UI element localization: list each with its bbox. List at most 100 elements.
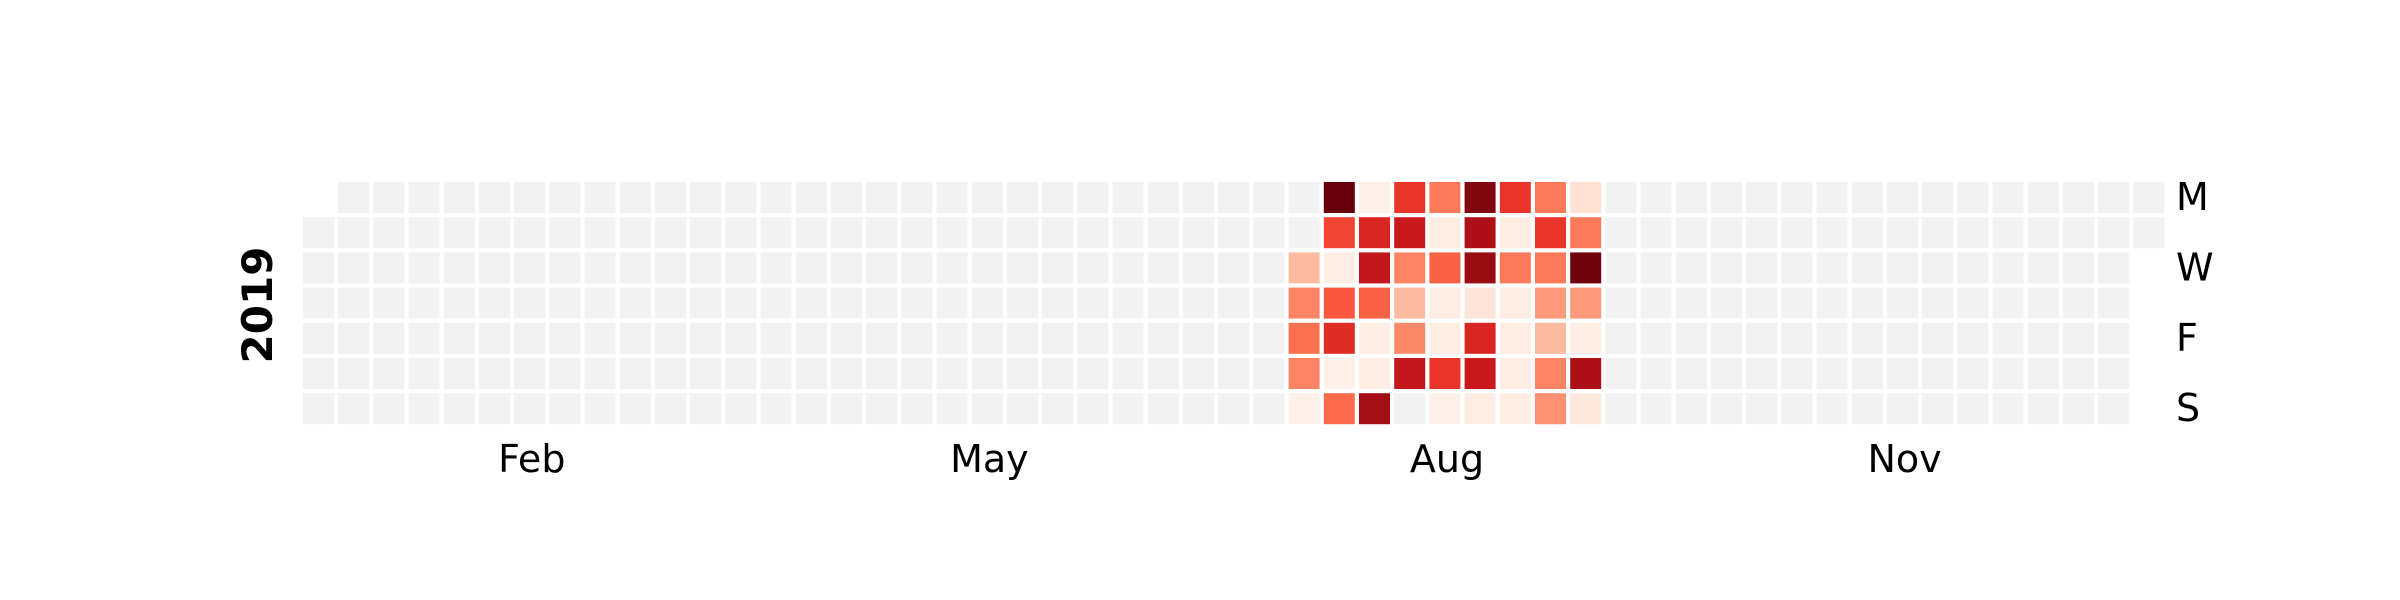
heatmap-cell	[514, 287, 546, 319]
heatmap-cell	[1429, 252, 1461, 284]
heatmap-cell	[1570, 252, 1602, 284]
heatmap-cell	[2027, 217, 2059, 249]
heatmap-cell	[1887, 217, 1918, 249]
heatmap-cell	[795, 217, 827, 249]
heatmap-cell	[1746, 252, 1778, 284]
heatmap-cell	[549, 182, 581, 213]
heatmap-cell	[1816, 217, 1848, 249]
heatmap-cell	[1711, 358, 1742, 389]
heatmap-cell	[1781, 358, 1813, 389]
heatmap-cell	[760, 393, 792, 425]
heatmap-cell	[1816, 393, 1848, 425]
heatmap-cell	[1570, 393, 1602, 425]
heatmap-cell	[866, 393, 898, 425]
heatmap-cell	[831, 322, 862, 354]
heatmap-cell	[1605, 287, 1637, 319]
heatmap-cell	[690, 358, 722, 389]
heatmap-cell	[373, 322, 405, 354]
heatmap-cell	[725, 287, 757, 319]
heatmap-cell	[725, 393, 757, 425]
heatmap-cell	[1112, 322, 1144, 354]
heatmap-cell	[303, 322, 334, 354]
heatmap-cell	[690, 322, 722, 354]
heatmap-cell	[901, 252, 933, 284]
heatmap-cell	[1570, 287, 1602, 319]
heatmap-cell	[549, 322, 581, 354]
heatmap-cell	[795, 322, 827, 354]
heatmap-cell	[1570, 182, 1602, 213]
heatmap-cell	[2133, 182, 2165, 213]
heatmap-cell	[1992, 217, 2024, 249]
heatmap-cell	[2027, 252, 2059, 284]
heatmap-cell	[373, 217, 405, 249]
heatmap-cell	[1042, 322, 1074, 354]
heatmap-cell	[303, 287, 334, 319]
heatmap-cell	[1640, 287, 1672, 319]
heatmap-cell	[1218, 217, 1250, 249]
heatmap-cell	[1640, 393, 1672, 425]
heatmap-cell	[584, 217, 616, 249]
heatmap-cell	[655, 322, 686, 354]
heatmap-cell	[1957, 287, 1989, 319]
heatmap-cell	[1957, 182, 1989, 213]
heatmap-cell	[1711, 182, 1742, 213]
heatmap-cell	[338, 182, 370, 213]
heatmap-cell	[1605, 182, 1637, 213]
heatmap-cell	[584, 322, 616, 354]
heatmap-cell	[1007, 287, 1038, 319]
heatmap-cell	[1851, 287, 1883, 319]
heatmap-cell	[338, 252, 370, 284]
heatmap-cell	[690, 393, 722, 425]
heatmap-cell	[1711, 322, 1742, 354]
heatmap-cell	[2063, 287, 2094, 319]
heatmap-cell	[971, 287, 1003, 319]
heatmap-cell	[479, 287, 510, 319]
heatmap-cell	[1746, 358, 1778, 389]
heatmap-cell	[2027, 358, 2059, 389]
heatmap-cell	[655, 182, 686, 213]
heatmap-cell	[584, 252, 616, 284]
heatmap-cell	[1816, 358, 1848, 389]
heatmap-cell	[1640, 322, 1672, 354]
heatmap-cell	[1077, 287, 1109, 319]
heatmap-cell	[1570, 322, 1602, 354]
heatmap-cell	[725, 252, 757, 284]
heatmap-cell	[338, 287, 370, 319]
heatmap-cell	[1007, 393, 1038, 425]
heatmap-cell	[866, 252, 898, 284]
heatmap-cell	[1253, 322, 1285, 354]
heatmap-cell	[1499, 252, 1531, 284]
heatmap-cell	[443, 252, 475, 284]
year-label: 2019	[233, 247, 282, 364]
heatmap-cell	[760, 358, 792, 389]
heatmap-cell	[1781, 322, 1813, 354]
weekday-label: M	[2176, 175, 2209, 219]
heatmap-cell	[1851, 358, 1883, 389]
heatmap-cell	[901, 182, 933, 213]
heatmap-cell	[1957, 393, 1989, 425]
heatmap-cell	[971, 322, 1003, 354]
heatmap-cell	[479, 182, 510, 213]
heatmap-cell	[1394, 358, 1426, 389]
heatmap-cell	[2098, 358, 2130, 389]
heatmap-cell	[1535, 393, 1566, 425]
heatmap-cell	[1922, 358, 1954, 389]
heatmap-cell	[690, 287, 722, 319]
heatmap-cell	[1464, 358, 1496, 389]
heatmap-cell	[584, 287, 616, 319]
heatmap-cell	[1077, 182, 1109, 213]
heatmap-cell	[760, 217, 792, 249]
heatmap-cell	[443, 287, 475, 319]
heatmap-cell	[1605, 217, 1637, 249]
heatmap-cell	[1781, 252, 1813, 284]
heatmap-cell	[1147, 252, 1179, 284]
heatmap-cell	[936, 358, 968, 389]
heatmap-cell	[1746, 182, 1778, 213]
heatmap-cell	[971, 252, 1003, 284]
heatmap-cell	[795, 252, 827, 284]
heatmap-cell	[1359, 358, 1390, 389]
heatmap-cell	[2027, 182, 2059, 213]
heatmap-cell	[1464, 322, 1496, 354]
heatmap-cell	[1887, 252, 1918, 284]
